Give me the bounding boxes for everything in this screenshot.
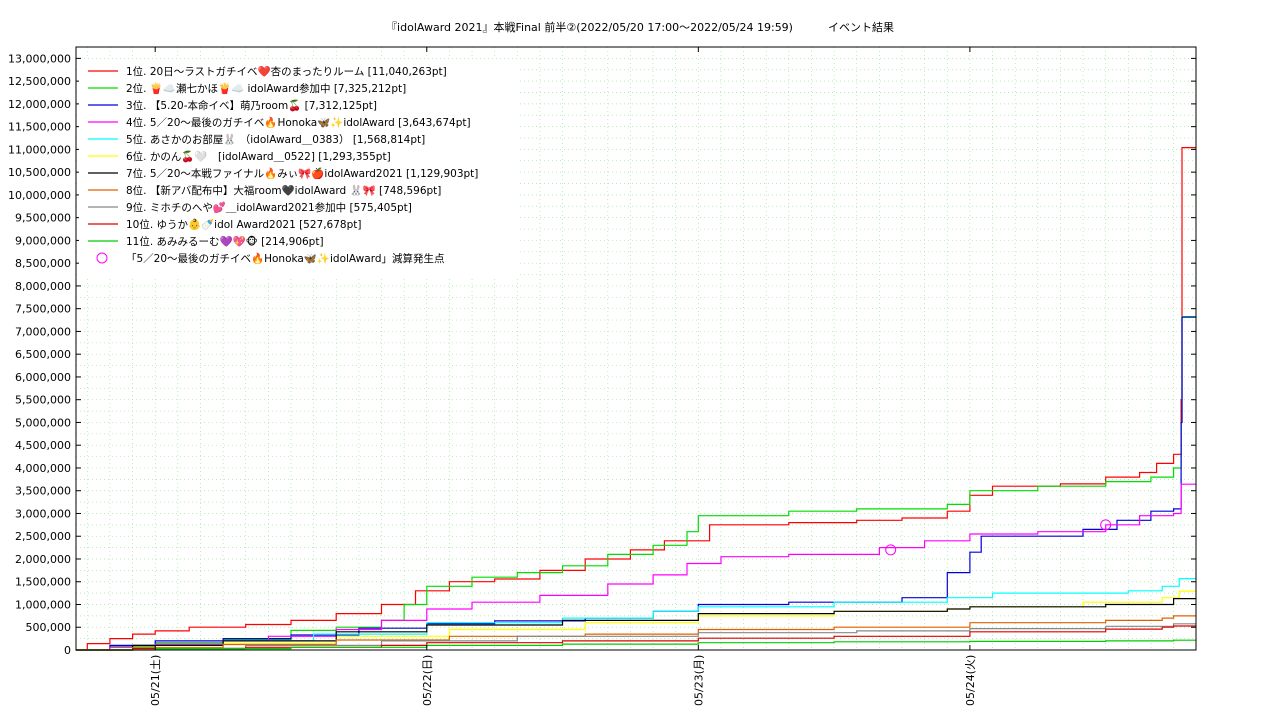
series-line: [76, 316, 1196, 651]
legend-label: 11位. あみみるーむ💜💖🐵 [214,906pt]: [126, 235, 324, 248]
legend: 1位. 20日〜ラストガチイベ❤️杏のまったりルーム [11,040,263pt…: [79, 59, 519, 277]
y-tick-label: 1,500,000: [15, 576, 71, 589]
y-tick-label: 3,500,000: [15, 485, 71, 498]
y-tick-label: 7,000,000: [15, 325, 71, 338]
y-tick-label: 11,000,000: [8, 143, 71, 156]
legend-label: 「5／20〜最後のガチイベ🔥Honoka🦋✨idolAward」減算発生点: [126, 252, 445, 265]
y-tick-label: 5,500,000: [15, 394, 71, 407]
legend-label: 7位. 5／20〜本戦ファイナル🔥みぃ🎀🍎idolAward2021 [1,12…: [126, 167, 478, 180]
y-tick-label: 12,500,000: [8, 75, 71, 88]
series-line: [76, 639, 1196, 651]
x-tick-label: 05/24(火): [964, 655, 977, 706]
series-line: [76, 625, 1196, 651]
subtraction-marker: [1100, 519, 1112, 531]
axes: 0 500,000 1,000,000 1,500,000 2,000,000 2,500…: [8, 47, 1196, 706]
legend-label: 6位. かのん🍒🤍 [idolAward＿0522] [1,293,355pt]: [126, 150, 391, 163]
chart-title: 『idolAward 2021』本戦Final 前半②(2022/05/20 1…: [386, 21, 894, 34]
series-line: [76, 590, 1196, 651]
series-line: [76, 483, 1196, 651]
grid: [76, 47, 1196, 650]
y-tick-label: 2,500,000: [15, 530, 71, 543]
y-tick-label: 11,500,000: [8, 121, 71, 134]
y-tick-label: 0: [64, 644, 71, 657]
y-tick-label: 2,000,000: [15, 553, 71, 566]
y-tick-label: 3,000,000: [15, 507, 71, 520]
x-tick-label: 05/23(月): [692, 655, 705, 706]
y-tick-label: 6,500,000: [15, 348, 71, 361]
y-tick-label: 4,500,000: [15, 439, 71, 452]
subtraction-marker: [885, 544, 897, 556]
y-tick-label: 7,500,000: [15, 303, 71, 316]
y-tick-label: 4,000,000: [15, 462, 71, 475]
y-tick-label: 9,500,000: [15, 212, 71, 225]
plot-frame: [75, 46, 1197, 651]
y-tick-label: 8,500,000: [15, 257, 71, 270]
x-tick-label: 05/21(土): [149, 655, 162, 706]
legend-box: [79, 59, 519, 277]
annotation-markers: [885, 519, 1112, 556]
series-line: [76, 615, 1196, 651]
y-tick-label: 1,000,000: [15, 598, 71, 611]
x-tick-label: 05/22(日): [421, 655, 434, 706]
legend-label: 10位. ゆうか👶🍼idol Award2021 [527,678pt]: [126, 218, 361, 231]
y-tick-label: 5,000,000: [15, 416, 71, 429]
legend-label: 1位. 20日〜ラストガチイベ❤️杏のまったりルーム [11,040,263pt…: [126, 65, 447, 78]
legend-label: 4位. 5／20〜最後のガチイベ🔥Honoka🦋✨idolAward [3,64…: [126, 116, 471, 129]
y-tick-label: 13,000,000: [8, 52, 71, 65]
legend-label: 9位. ミホチのへや💕＿idolAward2021参加中 [575,405pt]: [126, 201, 412, 214]
series-line: [76, 598, 1196, 651]
series-line: [76, 147, 1196, 651]
legend-marker: [96, 252, 108, 264]
legend-label: 8位. 【新アバ配布中】大福room🖤idolAward 🐰🎀 [748,596…: [126, 184, 441, 197]
legend-label: 2位. 🍟☁️瀬七かほ🍟☁️ idolAward参加中 [7,325,212pt…: [126, 82, 406, 95]
y-tick-label: 6,000,000: [15, 371, 71, 384]
y-tick-label: 10,500,000: [8, 166, 71, 179]
series-lines: [76, 147, 1196, 651]
y-tick-label: 8,000,000: [15, 280, 71, 293]
series-line: [76, 316, 1196, 651]
legend-label: 3位. 【5.20-本命イベ】萌乃room🍒 [7,312,125pt]: [126, 99, 377, 112]
legend-label: 5位. あさかのお部屋🐰 （idolAward＿0383） [1,568,814…: [126, 133, 425, 146]
y-tick-label: 10,000,000: [8, 189, 71, 202]
y-tick-label: 9,000,000: [15, 234, 71, 247]
y-tick-label: 12,000,000: [8, 98, 71, 111]
y-tick-label: 500,000: [26, 621, 72, 634]
